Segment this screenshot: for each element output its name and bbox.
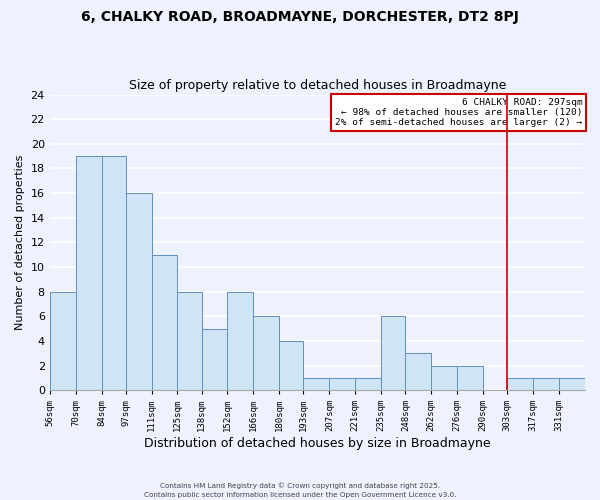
Bar: [355, 378, 381, 390]
Bar: [202, 328, 227, 390]
Bar: [329, 378, 355, 390]
Y-axis label: Number of detached properties: Number of detached properties: [15, 154, 25, 330]
Text: Contains HM Land Registry data © Crown copyright and database right 2025.
Contai: Contains HM Land Registry data © Crown c…: [144, 482, 456, 498]
Bar: [457, 366, 483, 390]
Bar: [227, 292, 253, 390]
Bar: [76, 156, 101, 390]
Bar: [101, 156, 125, 390]
Bar: [50, 292, 76, 390]
Bar: [507, 378, 533, 390]
Bar: [559, 378, 585, 390]
Bar: [178, 292, 202, 390]
Text: 6, CHALKY ROAD, BROADMAYNE, DORCHESTER, DT2 8PJ: 6, CHALKY ROAD, BROADMAYNE, DORCHESTER, …: [81, 10, 519, 24]
Bar: [280, 341, 304, 390]
Bar: [152, 254, 178, 390]
Bar: [406, 353, 431, 390]
Text: 6 CHALKY ROAD: 297sqm
← 98% of detached houses are smaller (120)
2% of semi-deta: 6 CHALKY ROAD: 297sqm ← 98% of detached …: [335, 98, 583, 128]
Bar: [533, 378, 559, 390]
Bar: [304, 378, 329, 390]
Title: Size of property relative to detached houses in Broadmayne: Size of property relative to detached ho…: [128, 79, 506, 92]
X-axis label: Distribution of detached houses by size in Broadmayne: Distribution of detached houses by size …: [144, 437, 491, 450]
Bar: [431, 366, 457, 390]
Bar: [253, 316, 280, 390]
Bar: [125, 193, 152, 390]
Bar: [381, 316, 406, 390]
